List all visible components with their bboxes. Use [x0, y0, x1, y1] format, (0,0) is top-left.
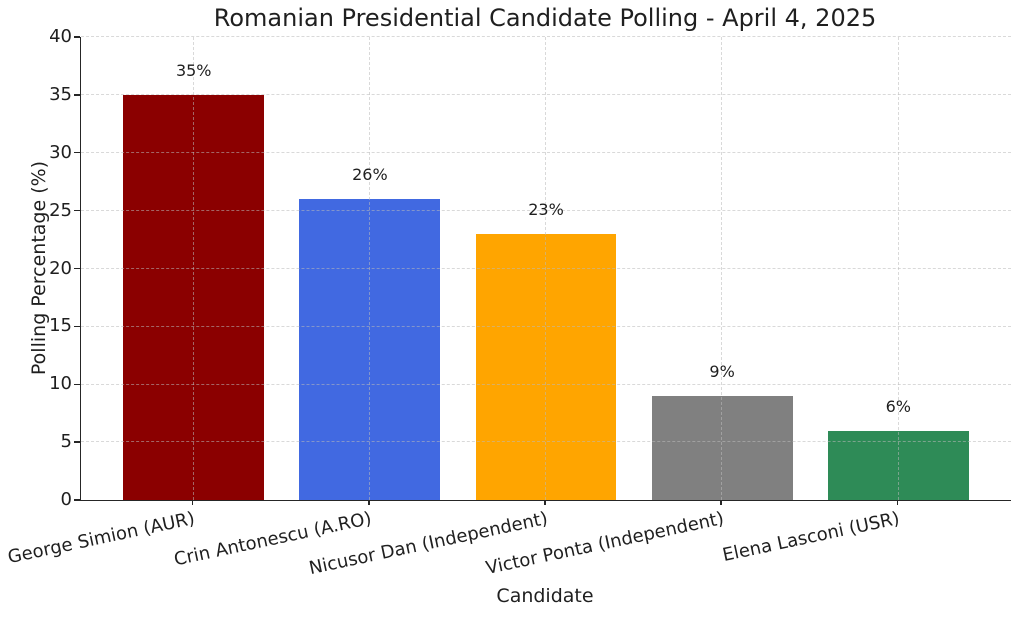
y-tick-mark: [74, 383, 80, 385]
y-tick-mark: [74, 267, 80, 270]
bar-value-label: 35%: [175, 60, 212, 80]
y-tick-label: 0: [60, 489, 72, 510]
y-tick-mark: [74, 209, 80, 212]
y-tick-label: 30: [49, 141, 72, 163]
y-tick-mark: [74, 499, 80, 501]
x-tick-mark: [192, 500, 194, 505]
bar-value-label: 23%: [528, 199, 564, 219]
bar-value-label: 6%: [885, 396, 911, 416]
y-tick-label: 20: [49, 257, 72, 279]
y-gridline: [81, 36, 1011, 38]
y-gridline: [81, 383, 1011, 385]
x-tick-mark: [720, 500, 722, 505]
y-gridline: [81, 441, 1011, 443]
y-tick-label: 35: [49, 83, 72, 105]
y-tick-mark: [74, 441, 80, 443]
x-tick-mark: [896, 500, 898, 505]
y-tick-mark: [74, 94, 80, 96]
y-tick-mark: [74, 36, 80, 38]
y-tick-label: 15: [49, 315, 72, 337]
y-tick-label: 10: [49, 373, 72, 395]
x-axis-label: Candidate: [496, 585, 594, 607]
y-tick-mark: [74, 152, 80, 154]
plot-area: 35% 26% 23% 9% 6%: [80, 36, 1011, 501]
bar-value-label: 26%: [352, 165, 388, 185]
y-gridline: [81, 94, 1011, 96]
y-tick-mark: [74, 325, 80, 328]
y-gridline: [81, 152, 1011, 154]
x-tick-label: George Simion (AUR): [6, 508, 197, 569]
x-tick-mark: [544, 500, 546, 505]
y-gridline: [81, 267, 1011, 269]
x-tick-label: Elena Lasconi (USR): [720, 508, 902, 567]
y-gridline: [81, 325, 1011, 327]
y-tick-label: 40: [49, 26, 72, 47]
chart-title: Romanian Presidential Candidate Polling …: [213, 4, 877, 32]
y-tick-label: 5: [60, 431, 72, 453]
y-tick-label: 25: [49, 199, 72, 221]
x-tick-mark: [368, 500, 370, 505]
bar-value-label: 9%: [709, 361, 735, 381]
y-gridline: [81, 209, 1011, 211]
